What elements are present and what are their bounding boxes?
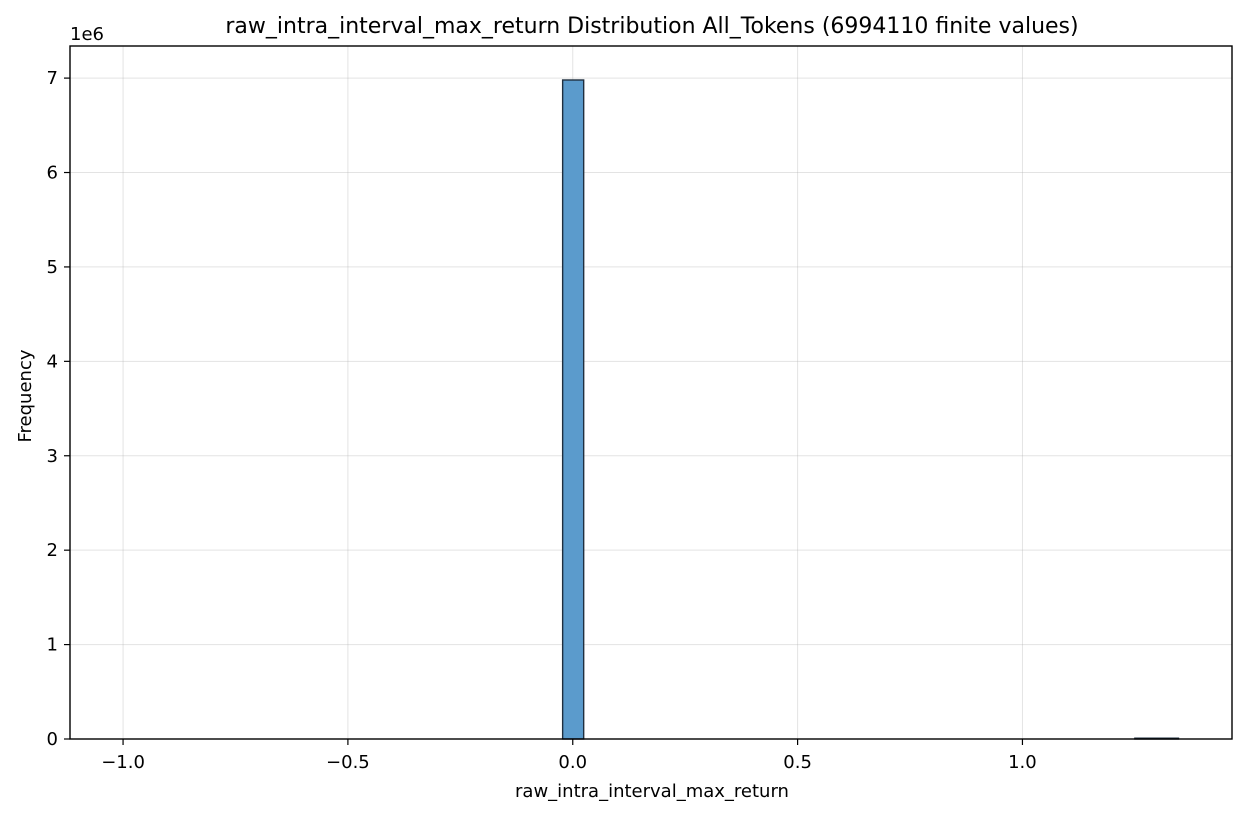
histogram-bar bbox=[561, 79, 585, 740]
y-tick-label: 0 bbox=[47, 729, 58, 750]
x-tick-label: 0.0 bbox=[558, 752, 587, 773]
y-tick-label: 5 bbox=[47, 257, 58, 278]
chart-title: raw_intra_interval_max_return Distributi… bbox=[225, 14, 1078, 39]
x-tick-label: 0.5 bbox=[783, 752, 812, 773]
y-axis-ticks: 0 1 2 3 4 5 6 7 bbox=[47, 68, 70, 750]
y-tick-label: 6 bbox=[47, 163, 58, 184]
plot-frame bbox=[69, 45, 1233, 740]
x-axis-label: raw_intra_interval_max_return bbox=[515, 781, 789, 802]
y-tick-label: 3 bbox=[47, 446, 58, 467]
y-tick-label: 1 bbox=[47, 635, 58, 656]
y-axis-label: Frequency bbox=[15, 349, 36, 442]
y-tick-label: 2 bbox=[47, 540, 58, 561]
x-axis-ticks: −1.0 −0.5 0.0 0.5 1.0 bbox=[101, 739, 1037, 773]
x-tick-label: −0.5 bbox=[326, 752, 370, 773]
histogram-bars bbox=[561, 79, 1180, 740]
x-tick-label: −1.0 bbox=[101, 752, 145, 773]
grid-lines bbox=[70, 46, 1232, 740]
y-tick-label: 7 bbox=[47, 68, 58, 89]
y-tick-label: 4 bbox=[47, 351, 58, 372]
x-tick-label: 1.0 bbox=[1008, 752, 1037, 773]
y-axis-offset-label: 1e6 bbox=[70, 24, 104, 45]
